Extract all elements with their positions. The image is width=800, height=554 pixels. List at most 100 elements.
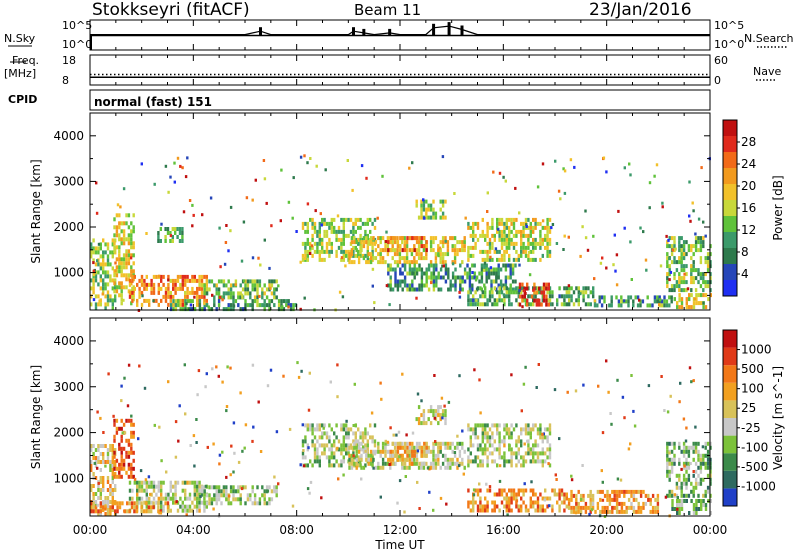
velocity-cell <box>432 457 435 462</box>
velocity-cell <box>558 504 561 509</box>
velocity-cell <box>706 465 710 470</box>
power-speckle <box>437 254 440 258</box>
power-cell <box>565 302 568 307</box>
power-cell <box>337 225 341 230</box>
power-cell <box>636 303 640 308</box>
velocity-cell <box>654 497 657 502</box>
velocity-cell <box>111 468 114 472</box>
power-cell <box>680 264 683 269</box>
velocity-cell <box>420 421 423 426</box>
velocity-cell <box>418 445 421 450</box>
power-cell <box>685 252 688 257</box>
power-cell <box>321 241 324 246</box>
velocity-cell <box>474 435 477 440</box>
power-cell <box>120 281 123 286</box>
velocity-cell <box>682 477 686 482</box>
power-cell <box>485 279 488 284</box>
power-cell <box>374 240 378 245</box>
power-cell <box>350 240 354 245</box>
power-cell <box>467 253 470 258</box>
power-speckle <box>483 261 487 265</box>
velocity-cell <box>510 431 513 436</box>
velocity-speckle <box>229 366 232 370</box>
velocity-cell <box>670 449 674 454</box>
velocity-cell <box>534 500 537 505</box>
velocity-cell <box>437 405 440 410</box>
power-cell <box>145 274 148 279</box>
velocity-cell <box>437 457 440 462</box>
power-cell <box>503 253 506 258</box>
power-speckle <box>486 191 489 195</box>
power-cell <box>524 249 528 254</box>
power-speckle <box>218 226 221 230</box>
velocity-cell <box>682 465 686 470</box>
power-cell <box>130 269 133 274</box>
power-cell <box>670 244 674 249</box>
power-cell <box>548 294 552 299</box>
power-cell <box>323 229 326 234</box>
velocity-cell <box>486 488 489 493</box>
power-cell <box>198 299 202 304</box>
power-cell <box>688 297 691 302</box>
velocity-cell <box>342 443 345 448</box>
power-cell <box>680 280 683 285</box>
velocity-cell <box>106 508 110 512</box>
power-cell <box>511 287 515 292</box>
power-cell <box>479 302 482 307</box>
power-cell <box>99 274 102 279</box>
velocity-cell <box>145 488 148 493</box>
power-cell <box>456 275 460 280</box>
velocity-cell <box>225 493 228 498</box>
velocity-speckle <box>137 437 140 441</box>
velocity-cell <box>444 457 447 462</box>
power-colorbar-segment <box>723 152 737 168</box>
power-cell <box>481 257 484 262</box>
velocity-cell <box>111 505 114 510</box>
power-speckle <box>241 296 244 300</box>
velocity-cell <box>133 480 136 485</box>
velocity-cell <box>476 508 480 513</box>
power-cell <box>128 290 132 295</box>
velocity-cell <box>181 504 184 509</box>
power-cell <box>615 295 618 300</box>
velocity-cell <box>606 489 609 494</box>
velocity-cell <box>99 452 102 456</box>
velocity-cell <box>420 453 424 458</box>
velocity-cell <box>520 496 523 501</box>
power-cell <box>131 298 134 303</box>
power-cell <box>702 276 705 281</box>
velocity-cell <box>637 501 640 506</box>
velocity-cell <box>415 457 419 462</box>
velocity-cell <box>304 463 307 468</box>
power-colorbar-tick-label: 16 <box>741 201 756 215</box>
velocity-cell <box>446 445 450 450</box>
velocity-cell <box>191 480 194 485</box>
power-speckle <box>169 175 172 179</box>
velocity-cell <box>472 504 475 509</box>
power-cell <box>425 215 428 220</box>
power-cell <box>685 301 688 306</box>
velocity-speckle <box>508 444 511 448</box>
power-cell <box>184 274 187 279</box>
power-cell <box>512 217 516 222</box>
power-cell <box>311 217 314 222</box>
velocity-cell <box>411 441 414 446</box>
velocity-speckle <box>307 446 310 450</box>
velocity-cell <box>120 474 123 479</box>
power-cell <box>169 298 172 303</box>
power-cell <box>403 275 407 280</box>
velocity-cell <box>111 444 114 448</box>
power-cell <box>318 225 321 230</box>
power-cell <box>318 257 321 262</box>
power-cell <box>484 294 487 299</box>
power-cell <box>393 240 397 245</box>
power-speckle <box>211 293 214 297</box>
velocity-cell <box>138 480 141 485</box>
velocity-cell <box>381 449 385 454</box>
power-speckle <box>167 278 170 282</box>
power-cell <box>515 298 518 303</box>
velocity-cell <box>534 443 537 448</box>
power-speckle <box>219 265 222 269</box>
velocity-cell <box>479 488 482 493</box>
velocity-speckle <box>588 512 591 516</box>
